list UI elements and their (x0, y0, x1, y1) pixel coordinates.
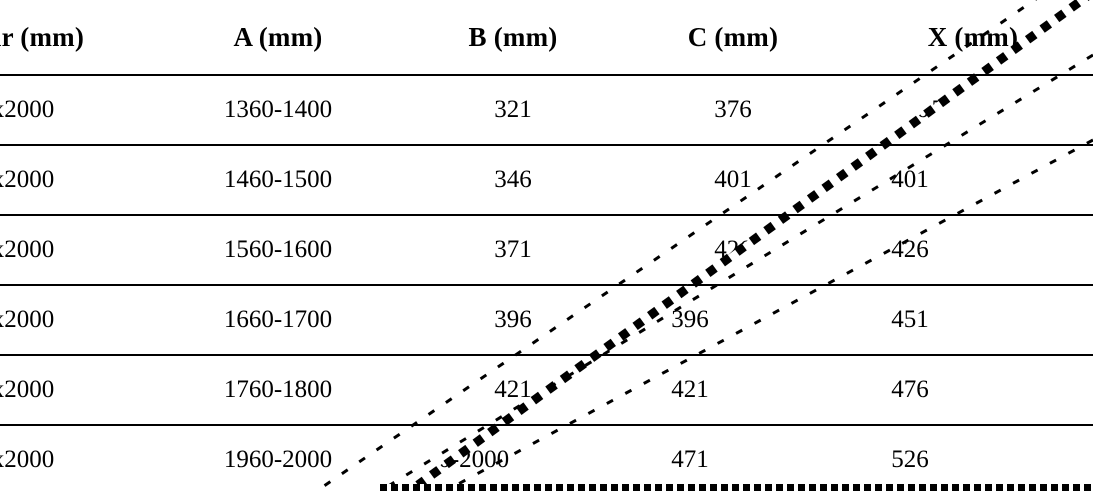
cell-b: 371 (408, 215, 618, 286)
cell-b: 321 (408, 75, 618, 146)
cell-b-copy: 421 (585, 355, 795, 426)
cell-a: 1560-1600 (148, 215, 408, 286)
cell-x-copy: 605-645 (1025, 215, 1093, 286)
cell-a: 1360-1400 (148, 75, 408, 146)
cell-a: 1960-2000 (148, 425, 408, 491)
column-header-b: B (mm) (408, 0, 618, 76)
cell-a: 1460-1500 (148, 145, 408, 216)
cell-x-copy: 505-545 (1025, 75, 1093, 146)
cell-b: 396 (408, 285, 618, 356)
cell-rozmiar: 1500x2000 (0, 145, 148, 216)
cell-c: 376 (618, 75, 848, 146)
table-head: Rozmiar (mm) A (mm) B (mm) C (mm) X (mm) (0, 0, 1093, 76)
cell-x-copy: 705-745 (1025, 355, 1093, 426)
cell-x-copy: 805-845 (1025, 425, 1093, 491)
cell-c-copy: 526 (795, 425, 1025, 491)
cell-c-copy: 451 (795, 285, 1025, 356)
cell-a: 1660-1700 (148, 285, 408, 356)
column-header-rozmiar: Rozmiar (mm) (0, 0, 148, 76)
cell-rozmiar: 2000x2000 (0, 425, 148, 491)
cell-c-copy: 426 (795, 215, 1025, 286)
cell-rozmiar: 1700x2000 (0, 285, 148, 356)
column-header-a: A (mm) (148, 0, 408, 76)
cell-b: 346 (408, 145, 618, 216)
table-header-row: Rozmiar (mm) A (mm) B (mm) C (mm) X (mm) (0, 0, 1093, 76)
cell-a: 1760-1800 (148, 355, 408, 426)
cell-rozmiar: 1600x2000 (0, 215, 148, 286)
cell-b-copy: 471 (585, 425, 795, 491)
column-header-c: C (mm) (618, 0, 848, 76)
cell-x-copy: 655-695 (1025, 285, 1093, 356)
bottom-dashed-rule (380, 484, 1093, 491)
cell-c-copy: 476 (795, 355, 1025, 426)
cell-rozmiar: 1400x2000 (0, 75, 148, 146)
cell-rozmiar: 1800x2000 (0, 355, 148, 426)
cell-x-copy: 555-595 (1025, 145, 1093, 216)
